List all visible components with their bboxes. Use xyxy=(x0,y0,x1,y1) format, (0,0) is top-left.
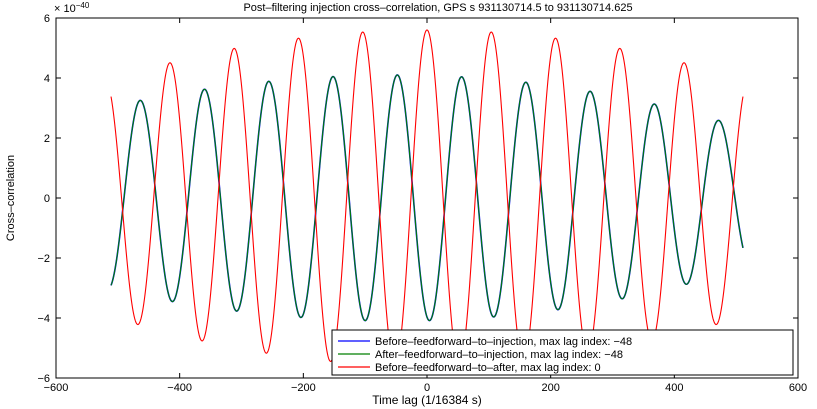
y-tick-label: 6 xyxy=(44,13,50,25)
y-tick-label: −2 xyxy=(37,253,50,265)
legend-label-2: After–feedforward–to–injection, max lag … xyxy=(375,349,623,361)
y-tick-label: −6 xyxy=(37,373,50,385)
x-tick-label: 0 xyxy=(424,382,430,394)
x-tick-label: −200 xyxy=(291,382,316,394)
y-axis-label: Cross–correlation xyxy=(5,155,17,241)
y-tick-label: 4 xyxy=(44,73,50,85)
x-tick-label: 400 xyxy=(665,382,683,394)
legend: Before–feedforward–to–injection, max lag… xyxy=(331,329,794,376)
series-line-2 xyxy=(110,74,744,322)
y-tick-label: −4 xyxy=(37,313,50,325)
series-line-1 xyxy=(110,74,744,322)
x-tick-label: 200 xyxy=(541,382,559,394)
legend-box xyxy=(331,329,794,376)
series-layer xyxy=(110,29,744,367)
y-tick-label: 0 xyxy=(44,193,50,205)
x-tick-label: −400 xyxy=(167,382,192,394)
series-line-3 xyxy=(110,29,744,367)
x-tick-label: −600 xyxy=(44,382,69,394)
y-tick-label: 2 xyxy=(44,133,50,145)
x-axis-label: Time lag (1/16384 s) xyxy=(372,393,482,407)
x-tick-label: 600 xyxy=(789,382,807,394)
legend-label-3: Before–feedforward–to–after, max lag ind… xyxy=(375,362,601,374)
plot-frame xyxy=(55,17,799,379)
chart-title: Post–filtering injection cross–correlati… xyxy=(243,2,632,14)
y-exponent-label: × 10−40 xyxy=(54,1,90,15)
legend-label-1: Before–feedforward–to–injection, max lag… xyxy=(375,336,632,348)
